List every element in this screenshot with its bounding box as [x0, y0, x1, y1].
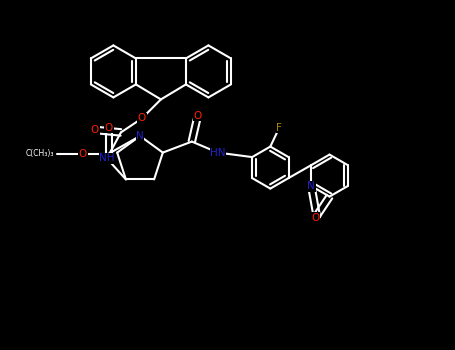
Text: O: O: [91, 125, 99, 135]
Text: N: N: [308, 181, 315, 191]
Text: O: O: [194, 111, 202, 121]
Text: O: O: [105, 122, 113, 133]
Text: O: O: [138, 113, 146, 124]
Text: HN: HN: [210, 148, 226, 158]
Text: C(CH₃)₃: C(CH₃)₃: [26, 149, 55, 158]
Text: F: F: [276, 122, 282, 133]
Text: O: O: [79, 148, 87, 159]
Text: N: N: [136, 131, 144, 141]
Text: O: O: [311, 212, 319, 223]
Text: NH: NH: [99, 153, 115, 163]
